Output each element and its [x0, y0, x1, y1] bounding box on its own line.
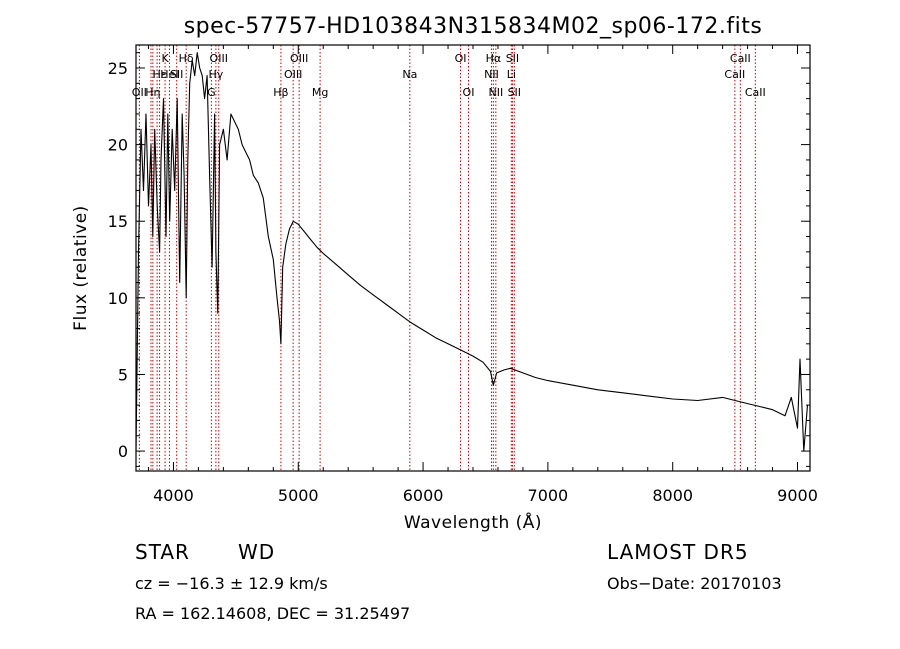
y-tick-label: 0: [118, 442, 128, 461]
spectral-line-label: OI: [455, 52, 467, 65]
spectral-line-label: Na: [402, 68, 417, 81]
y-tick-label: 10: [108, 289, 128, 308]
spectral-line-markers: [138, 45, 756, 471]
x-tick-label: 6000: [403, 486, 444, 505]
spectrum-line: [135, 52, 809, 452]
spectral-line-label: SII: [170, 68, 183, 81]
spectral-line-label: HeI: [160, 68, 178, 81]
coordinates: RA = 162.14608, DEC = 31.25497: [135, 604, 411, 623]
spectral-line-label: SII: [508, 86, 521, 99]
spectral-line-label: NII: [484, 68, 499, 81]
y-tick-label: 25: [108, 59, 128, 78]
spectral-line-label: OII: [132, 86, 147, 99]
y-tick-label: 15: [108, 212, 128, 231]
spectral-line-label: SII: [506, 52, 519, 65]
spectral-line-label: NII: [488, 86, 503, 99]
plot-frame: [135, 44, 811, 472]
spectral-line-label: OIII: [210, 52, 228, 65]
x-tick-label: 9000: [777, 486, 818, 505]
x-tick-label: 7000: [528, 486, 569, 505]
spectral-line-label: Li: [507, 68, 516, 81]
spectral-line-label: Hγ: [208, 68, 223, 81]
spectral-line-label: CaII: [745, 86, 766, 99]
y-axis-ticks: 0 5 10 15 20 25: [108, 52, 810, 467]
spectral-line-label: Hβ: [273, 86, 288, 99]
spectrum-series: [135, 52, 809, 452]
spectral-line-label: OIII: [290, 52, 308, 65]
x-tick-label: 5000: [278, 486, 319, 505]
chart-title: spec-57757-HD103843N315834M02_sp06-172.f…: [184, 14, 763, 39]
survey-name: LAMOST DR5: [607, 540, 749, 564]
x-axis-ticks: 4000 5000 6000 7000 8000 9000: [147, 45, 818, 505]
redshift-value: cz = −16.3 ± 12.9 km/s: [135, 574, 328, 593]
spectral-line-label: Hα: [486, 52, 502, 65]
x-tick-label: 4000: [153, 486, 194, 505]
y-axis-label: Flux (relative): [71, 205, 91, 331]
x-axis-label: Wavelength (Å): [404, 511, 542, 533]
observation-date: Obs−Date: 20170103: [607, 574, 782, 593]
spectral-line-label: Hη: [145, 86, 160, 99]
spectral-line-label: OIII: [284, 68, 302, 81]
spectral-line-label: CaII: [730, 52, 751, 65]
x-tick-label: 8000: [652, 486, 693, 505]
object-class: STAR: [135, 540, 190, 564]
spectral-line-label: Mg: [312, 86, 328, 99]
spectral-line-label: CaII: [724, 68, 745, 81]
object-subclass: WD: [238, 540, 276, 564]
spectral-line-label: K: [161, 52, 169, 65]
y-tick-label: 20: [108, 136, 128, 155]
spectral-line-label: OI: [463, 86, 475, 99]
spectral-line-label: Hδ: [179, 52, 194, 65]
spectral-line-labels: OIIHηHεKHeISIIHδGHγOIIIHβOIIIOIIIMgNaOIO…: [132, 52, 766, 99]
y-tick-label: 5: [118, 365, 128, 384]
spectral-line-label: Hε: [152, 68, 166, 81]
spectral-line-label: G: [207, 86, 216, 99]
